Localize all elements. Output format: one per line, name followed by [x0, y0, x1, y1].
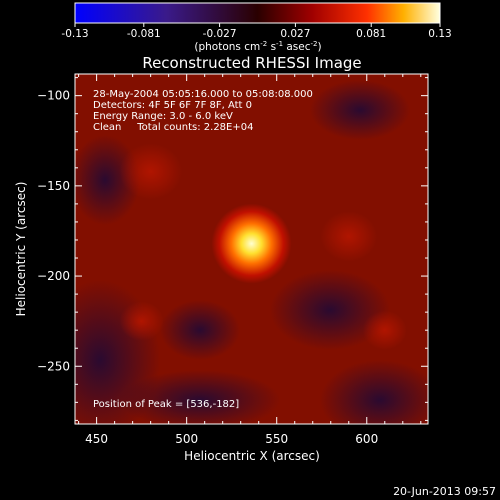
x-tick-label: 500 — [175, 432, 198, 446]
heatmap-image — [75, 74, 428, 424]
y-tick-label: −150 — [37, 179, 70, 193]
x-tick-label: 600 — [355, 432, 378, 446]
x-axis-label: Heliocentric X (arcsec) — [184, 449, 320, 463]
colorbar-tick-label: -0.13 — [61, 28, 88, 40]
info-line-energy: Energy Range: 3.0 - 6.0 keV — [93, 111, 233, 122]
y-tick-label: −100 — [37, 89, 70, 103]
colorbar — [74, 2, 441, 24]
colorbar-tick-label: -0.081 — [127, 28, 161, 40]
peak-source — [211, 203, 292, 284]
secondary-source — [362, 310, 407, 350]
colorbar-ticks: -0.13 -0.081 -0.027 0.027 0.081 0.13 — [61, 23, 452, 40]
plot-frame — [74, 73, 429, 425]
y-tick-label: −250 — [37, 359, 70, 373]
secondary-source — [320, 211, 378, 262]
colorbar-tick-label: 0.081 — [356, 28, 386, 40]
secondary-sources — [119, 143, 407, 350]
colorbar-tick-label: 0.027 — [280, 28, 310, 40]
colorbar-tick-label: -0.027 — [203, 28, 237, 40]
y-axis-label: Heliocentric Y (arcsec) — [14, 182, 28, 317]
colorbar-unit-label: (photons cm-2 s-1 asec-2) — [194, 40, 321, 53]
info-block: 28-May-2004 05:05:16.000 to 05:08:08.000… — [93, 89, 313, 133]
y-tick-label: −200 — [37, 269, 70, 283]
x-tick-label: 450 — [85, 432, 108, 446]
secondary-source — [119, 301, 164, 341]
secondary-source — [119, 143, 183, 200]
footer-date: 20-Jun-2013 09:57 — [393, 485, 496, 498]
info-line-detectors: Detectors: 4F 5F 6F 7F 8F, Att 0 — [93, 100, 252, 111]
colorbar-tick-label: 0.13 — [428, 28, 451, 40]
peak-position-label: Position of Peak = [536,-182] — [93, 399, 239, 410]
info-line-counts: Clean Total counts: 2.28E+04 — [93, 122, 253, 133]
axis-ticks: 450 500 550 600 −100 −150 −200 −250 — [37, 74, 428, 446]
chart-title: Reconstructed RHESSI Image — [142, 54, 361, 72]
info-line-time: 28-May-2004 05:05:16.000 to 05:08:08.000 — [93, 89, 313, 100]
x-tick-label: 550 — [265, 432, 288, 446]
